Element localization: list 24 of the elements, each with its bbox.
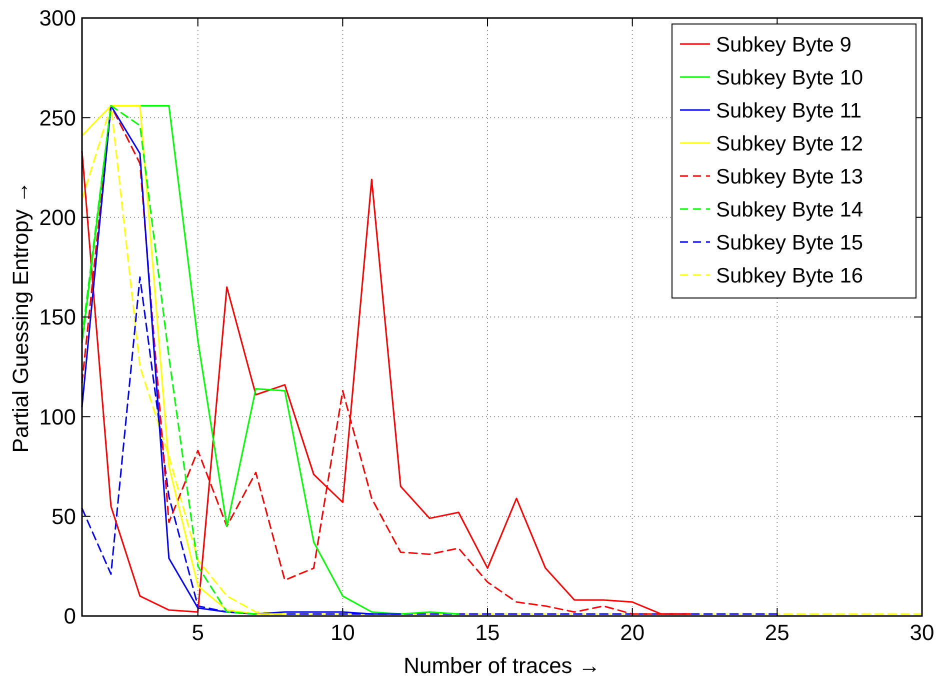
y-tick-label: 100 [39,404,76,430]
legend-label: Subkey Byte 12 [716,132,864,156]
y-tick-label: 250 [39,105,76,130]
x-tick-label: 10 [330,620,355,645]
x-tick-label: 5 [192,620,204,645]
legend-label: Subkey Byte 9 [716,33,852,56]
legend-label: Subkey Byte 13 [716,165,864,188]
legend-label: Subkey Byte 14 [716,198,864,222]
legend-label: Subkey Byte 11 [716,99,862,122]
y-axis-title: Partial Guessing Entropy → [8,181,33,453]
x-tick-label: 20 [620,620,645,645]
x-axis-title: Number of traces → [404,653,600,678]
x-tick-label: 15 [475,620,500,645]
line-series [81,104,460,615]
x-tick-label: 25 [764,620,790,645]
y-tick-label: 150 [39,304,76,330]
y-tick-label: 0 [64,604,76,629]
legend-label: Subkey Byte 15 [716,231,864,254]
legend-label: Subkey Byte 10 [716,66,864,90]
legend-label: Subkey Byte 16 [716,264,864,288]
y-tick-label: 50 [52,504,76,530]
x-tick-label: 30 [910,620,934,645]
y-tick-label: 200 [39,205,76,230]
y-tick-label: 300 [39,6,76,31]
